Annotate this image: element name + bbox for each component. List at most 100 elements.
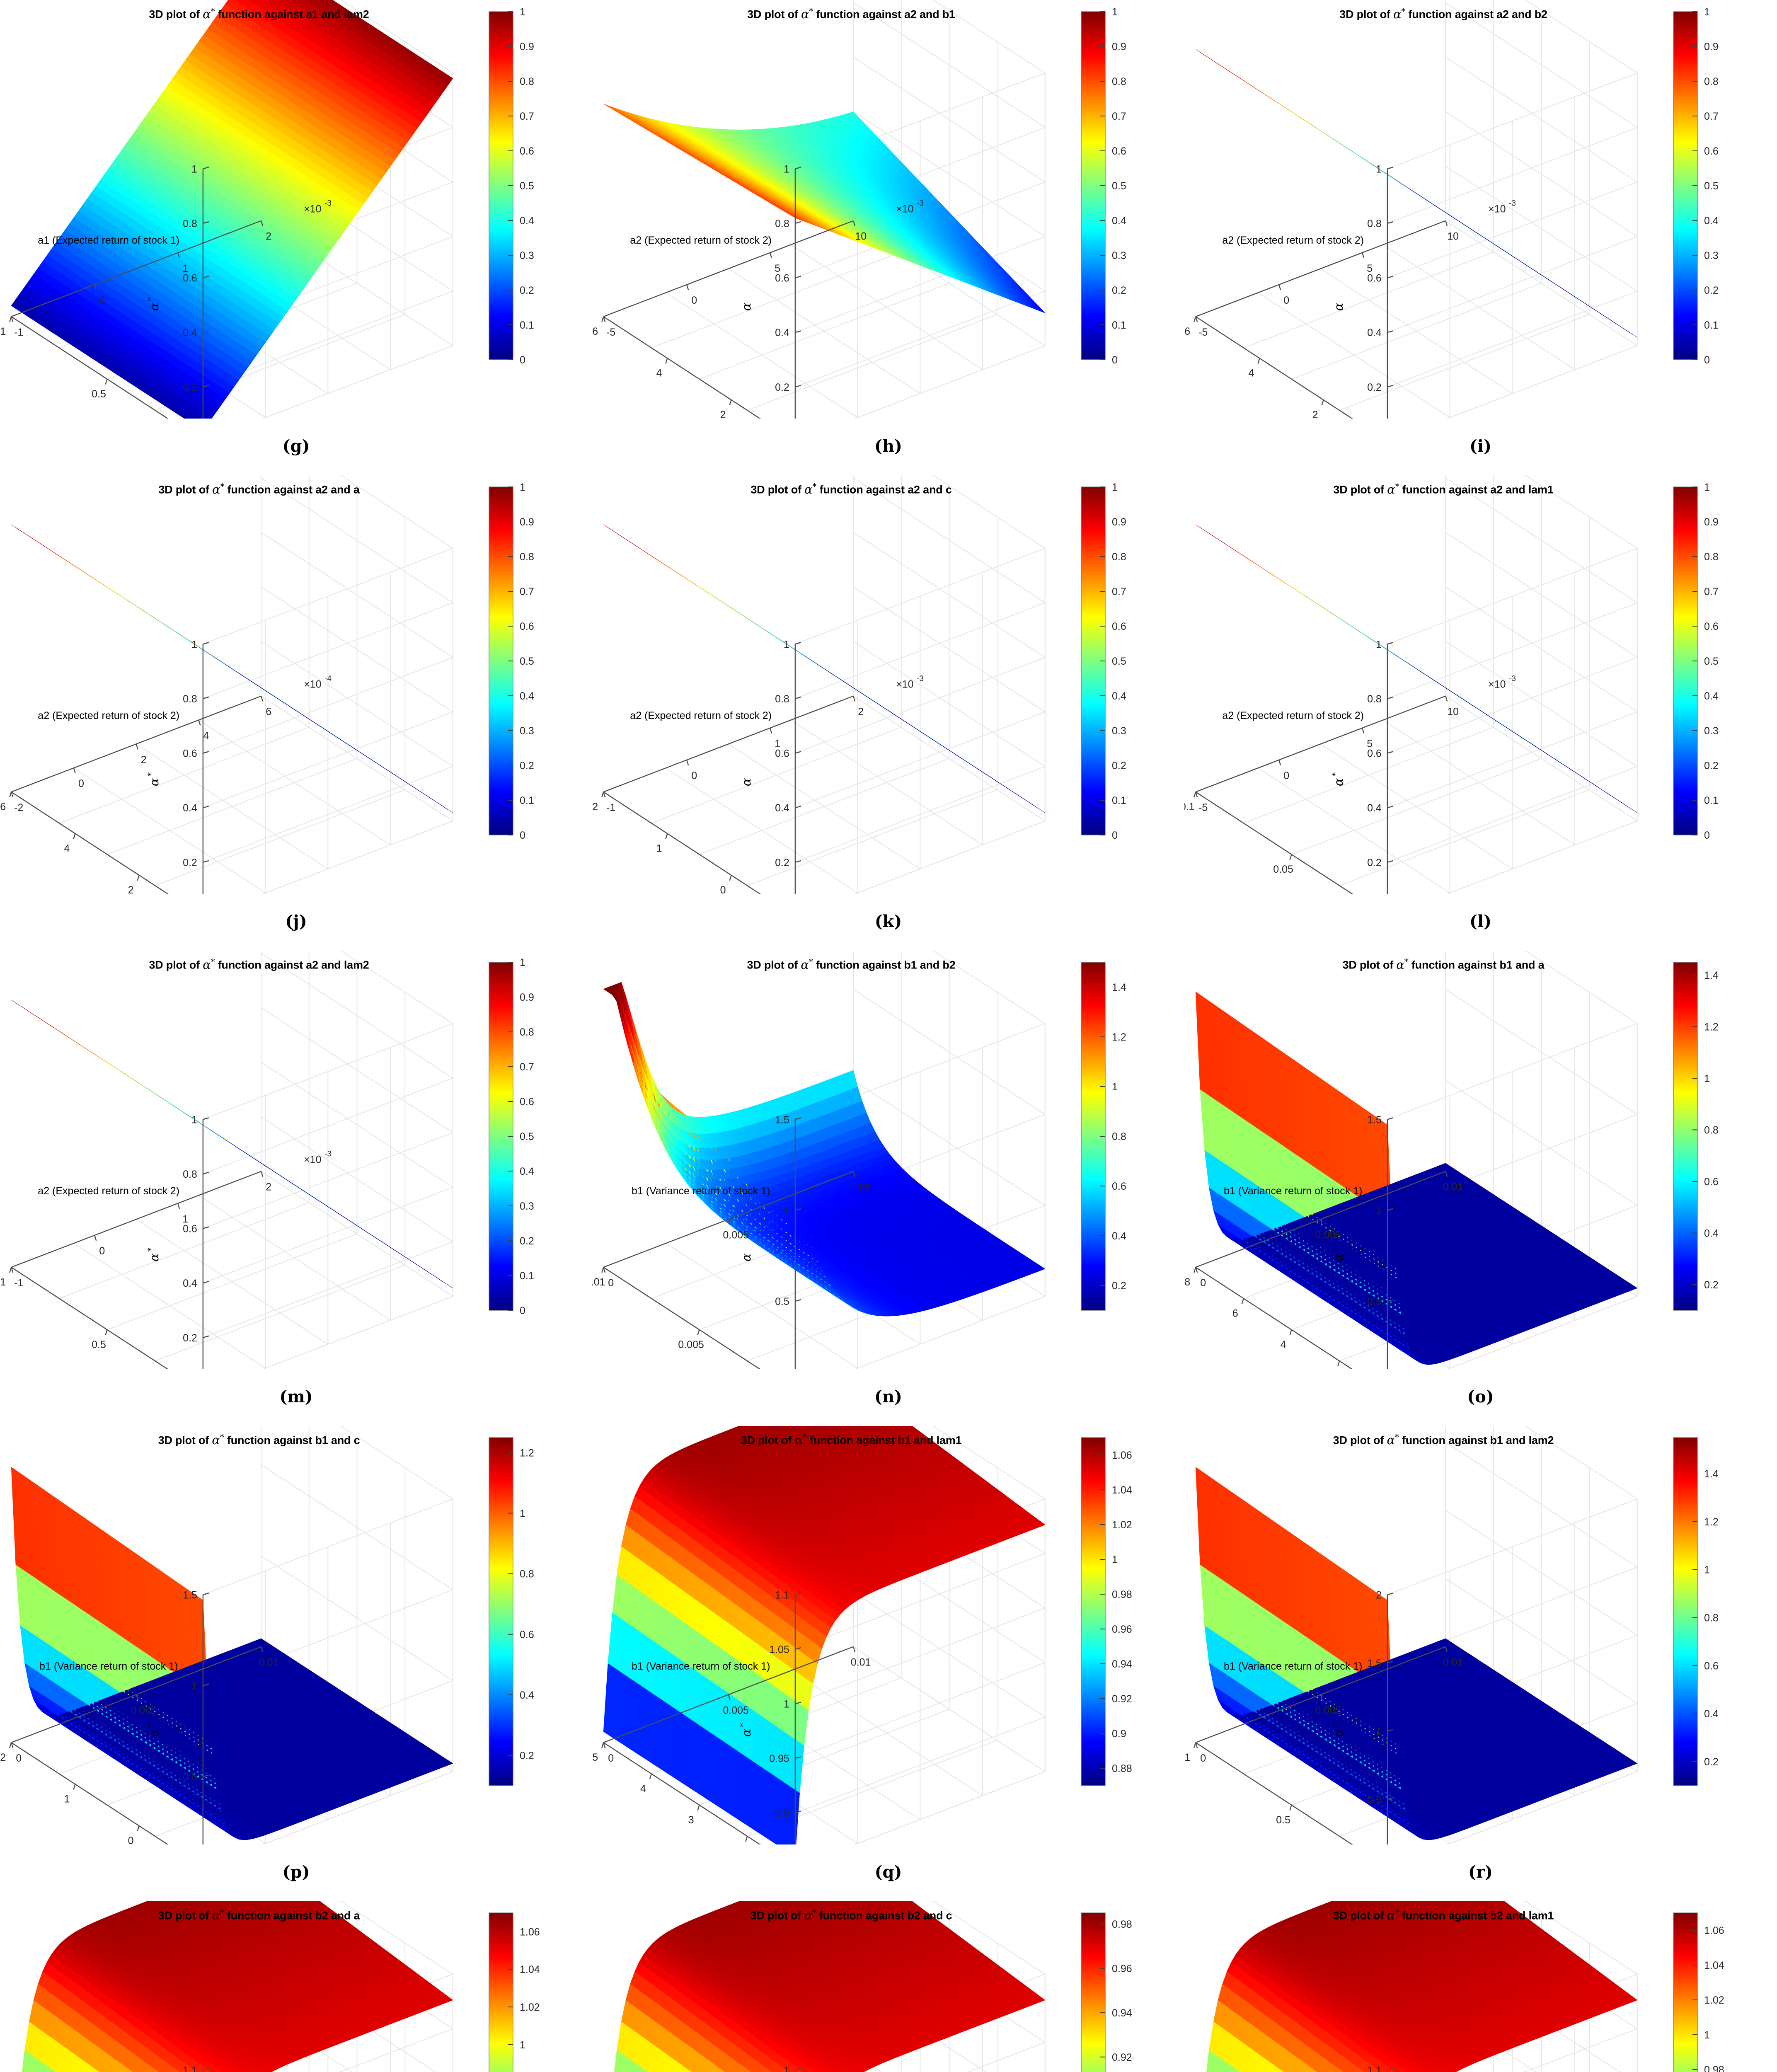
colorbar-tick-label: 1 bbox=[520, 6, 525, 18]
x-axis-label: a1 (Expected return of stock 1) bbox=[38, 235, 179, 246]
colorbar-tick-label: 0.1 bbox=[520, 795, 534, 806]
x-tick-label: 10 bbox=[1447, 231, 1459, 242]
z-tick-label: 0.6 bbox=[775, 748, 789, 760]
plot-canvas: 0.850.90.9511.051.1α*00.0050.0154321×10-… bbox=[1206, 1901, 1724, 2072]
colorbar-tick-label: 1 bbox=[520, 1508, 525, 1520]
colorbar-tick-label: 0.7 bbox=[1112, 586, 1126, 598]
colorbar-tick-label: 0.92 bbox=[1112, 2052, 1132, 2063]
panel-title: 3D plot of α* function against b2 and la… bbox=[1197, 1907, 1690, 1922]
colorbar-tick-label: 1 bbox=[1704, 1564, 1710, 1576]
z-tick-label: 0.6 bbox=[775, 273, 789, 284]
y-tick-label: 1 bbox=[0, 1276, 6, 1288]
surface-plot-panel-n: 3D plot of α* function against b1 and b2… bbox=[592, 951, 1184, 1426]
x-tick-label: 0 bbox=[691, 770, 697, 782]
z-tick-label: 0.2 bbox=[1367, 857, 1382, 869]
surface-mesh bbox=[603, 104, 1046, 313]
z-tick-label: 0.6 bbox=[1367, 748, 1382, 760]
y-tick-label: 0 bbox=[720, 884, 726, 894]
colorbar-tick-label: 0.8 bbox=[520, 1026, 534, 1038]
colorbar-tick-label: 1.04 bbox=[1112, 1484, 1132, 1496]
x-axis-label: b1 (Variance return of stock 1) bbox=[632, 1661, 770, 1672]
surface-plot-panel-r: 3D plot of α* function against b1 and la… bbox=[1184, 1426, 1777, 1901]
axis-lines: 0.850.90.9511.051.1α*00.0050.0154321×10-… bbox=[592, 1589, 871, 1844]
colorbar-tick-label: 0.2 bbox=[1112, 1280, 1126, 1292]
svg-text:-3: -3 bbox=[324, 199, 332, 208]
y-tick-label: 4 bbox=[1248, 368, 1254, 379]
colorbar-tick-label: 1.06 bbox=[520, 1926, 540, 1938]
surface-plot-panel-g: 3D plot of α* function against a1 and la… bbox=[0, 0, 592, 475]
colorbar-tick-label: 0.7 bbox=[1704, 111, 1719, 122]
colorbar-tick-label: 0.9 bbox=[1112, 41, 1126, 53]
x-axis-label: b1 (Variance return of stock 1) bbox=[1224, 1185, 1362, 1197]
z-tick-label: 1 bbox=[191, 1114, 197, 1126]
panel-title: 3D plot of α* function against a2 and b1 bbox=[605, 6, 1098, 21]
z-tick-label: 0.2 bbox=[1367, 382, 1382, 393]
axis-lines: 0.850.90.9511.051.1α*00.0050.0186420×10-… bbox=[183, 2065, 209, 2072]
colorbar-tick-label: 1.02 bbox=[1704, 1995, 1724, 2006]
panel-letter: (q) bbox=[592, 1862, 1184, 1882]
y-tick-label: 0.005 bbox=[678, 1339, 704, 1351]
y-tick-label: 2 bbox=[1312, 409, 1318, 419]
z-tick-label: 0.95 bbox=[769, 1753, 789, 1765]
z-tick-label: 0.8 bbox=[775, 693, 789, 705]
colorbar-tick-label: 0.4 bbox=[1112, 1230, 1126, 1242]
axes-grid bbox=[603, 475, 1046, 894]
x-tick-label: 0 bbox=[99, 295, 105, 306]
y-tick-label: 0 bbox=[128, 1835, 134, 1844]
panel-letter: (n) bbox=[592, 1387, 1184, 1406]
y-tick-label: 6 bbox=[0, 801, 6, 813]
colorbar-tick-label: 1.2 bbox=[520, 1447, 534, 1459]
surface-mesh bbox=[1195, 1467, 1638, 1840]
x-axis-label: b1 (Variance return of stock 1) bbox=[632, 1185, 770, 1197]
x-tick-label: -5 bbox=[606, 327, 615, 338]
z-tick-label: 0.8 bbox=[775, 218, 789, 230]
z-tick-label: 1 bbox=[1376, 1205, 1382, 1217]
colorbar: 0 0.1 0.2 0.3 0.4 0.5 0.6 0.7 0.8 0.9 1 bbox=[1081, 482, 1126, 841]
x-axis-label: a2 (Expected return of stock 2) bbox=[630, 710, 772, 721]
x-tick-label: 0 bbox=[16, 1752, 22, 1764]
panel-letter: (j) bbox=[0, 912, 592, 931]
z-tick-label: 1 bbox=[784, 1699, 789, 1710]
colorbar-tick-label: 1.02 bbox=[1112, 1519, 1132, 1531]
panel-letter: (g) bbox=[0, 436, 592, 456]
x-tick-label: 0.01 bbox=[851, 1181, 871, 1193]
x-axis-label: a2 (Expected return of stock 2) bbox=[38, 1185, 179, 1197]
x-tick-label: 0.01 bbox=[259, 1657, 279, 1668]
colorbar-tick-label: 0.6 bbox=[1112, 1181, 1126, 1192]
surface-plot-panel-s: 3D plot of α* function against b2 and a 0… bbox=[0, 1901, 592, 2072]
colorbar-tick-label: 0.7 bbox=[520, 111, 534, 122]
colorbar-tick-label: 0 bbox=[1112, 354, 1118, 366]
z-tick-label: 0.8 bbox=[1367, 218, 1382, 230]
y-tick-label: 1 bbox=[1184, 1752, 1190, 1763]
surface-plot-panel-u: 3D plot of α* function against b2 and la… bbox=[1184, 1901, 1777, 2072]
colorbar: 0 0.1 0.2 0.3 0.4 0.5 0.6 0.7 0.8 0.9 1 bbox=[489, 957, 534, 1317]
x-tick-label: 0 bbox=[1200, 1277, 1206, 1289]
colorbar-tick-label: 0.5 bbox=[1704, 656, 1719, 667]
surface-mesh bbox=[11, 1000, 453, 1288]
colorbar-tick-label: 0.2 bbox=[1704, 1279, 1719, 1291]
y-tick-label: 8 bbox=[1184, 1276, 1190, 1288]
colorbar-tick-label: 0 bbox=[1704, 830, 1710, 841]
y-tick-label: 0.5 bbox=[92, 388, 106, 400]
z-tick-label: 0.2 bbox=[183, 857, 197, 869]
surface-plot-panel-h: 3D plot of α* function against a2 and b1… bbox=[592, 0, 1184, 475]
panel-title: 3D plot of α* function against a2 and b2 bbox=[1197, 6, 1690, 21]
colorbar-tick-label: 0.6 bbox=[1112, 145, 1126, 157]
x-tick-label: 0.005 bbox=[723, 1229, 749, 1241]
colorbar-tick-label: 0.2 bbox=[1704, 1756, 1719, 1768]
svg-text:×10: ×10 bbox=[304, 203, 321, 215]
colorbar-tick-label: 1.04 bbox=[1704, 1960, 1724, 1971]
z-axis-label: α* bbox=[146, 297, 161, 311]
surface-plot-panel-i: 3D plot of α* function against a2 and b2… bbox=[1184, 0, 1777, 475]
colorbar-tick-label: 0.2 bbox=[1704, 760, 1719, 772]
colorbar-tick-label: 1.2 bbox=[1704, 1516, 1719, 1528]
surface-mesh bbox=[614, 1901, 1046, 2072]
colorbar-tick-label: 0.6 bbox=[520, 145, 534, 157]
y-tick-label: 6 bbox=[1232, 1307, 1238, 1319]
